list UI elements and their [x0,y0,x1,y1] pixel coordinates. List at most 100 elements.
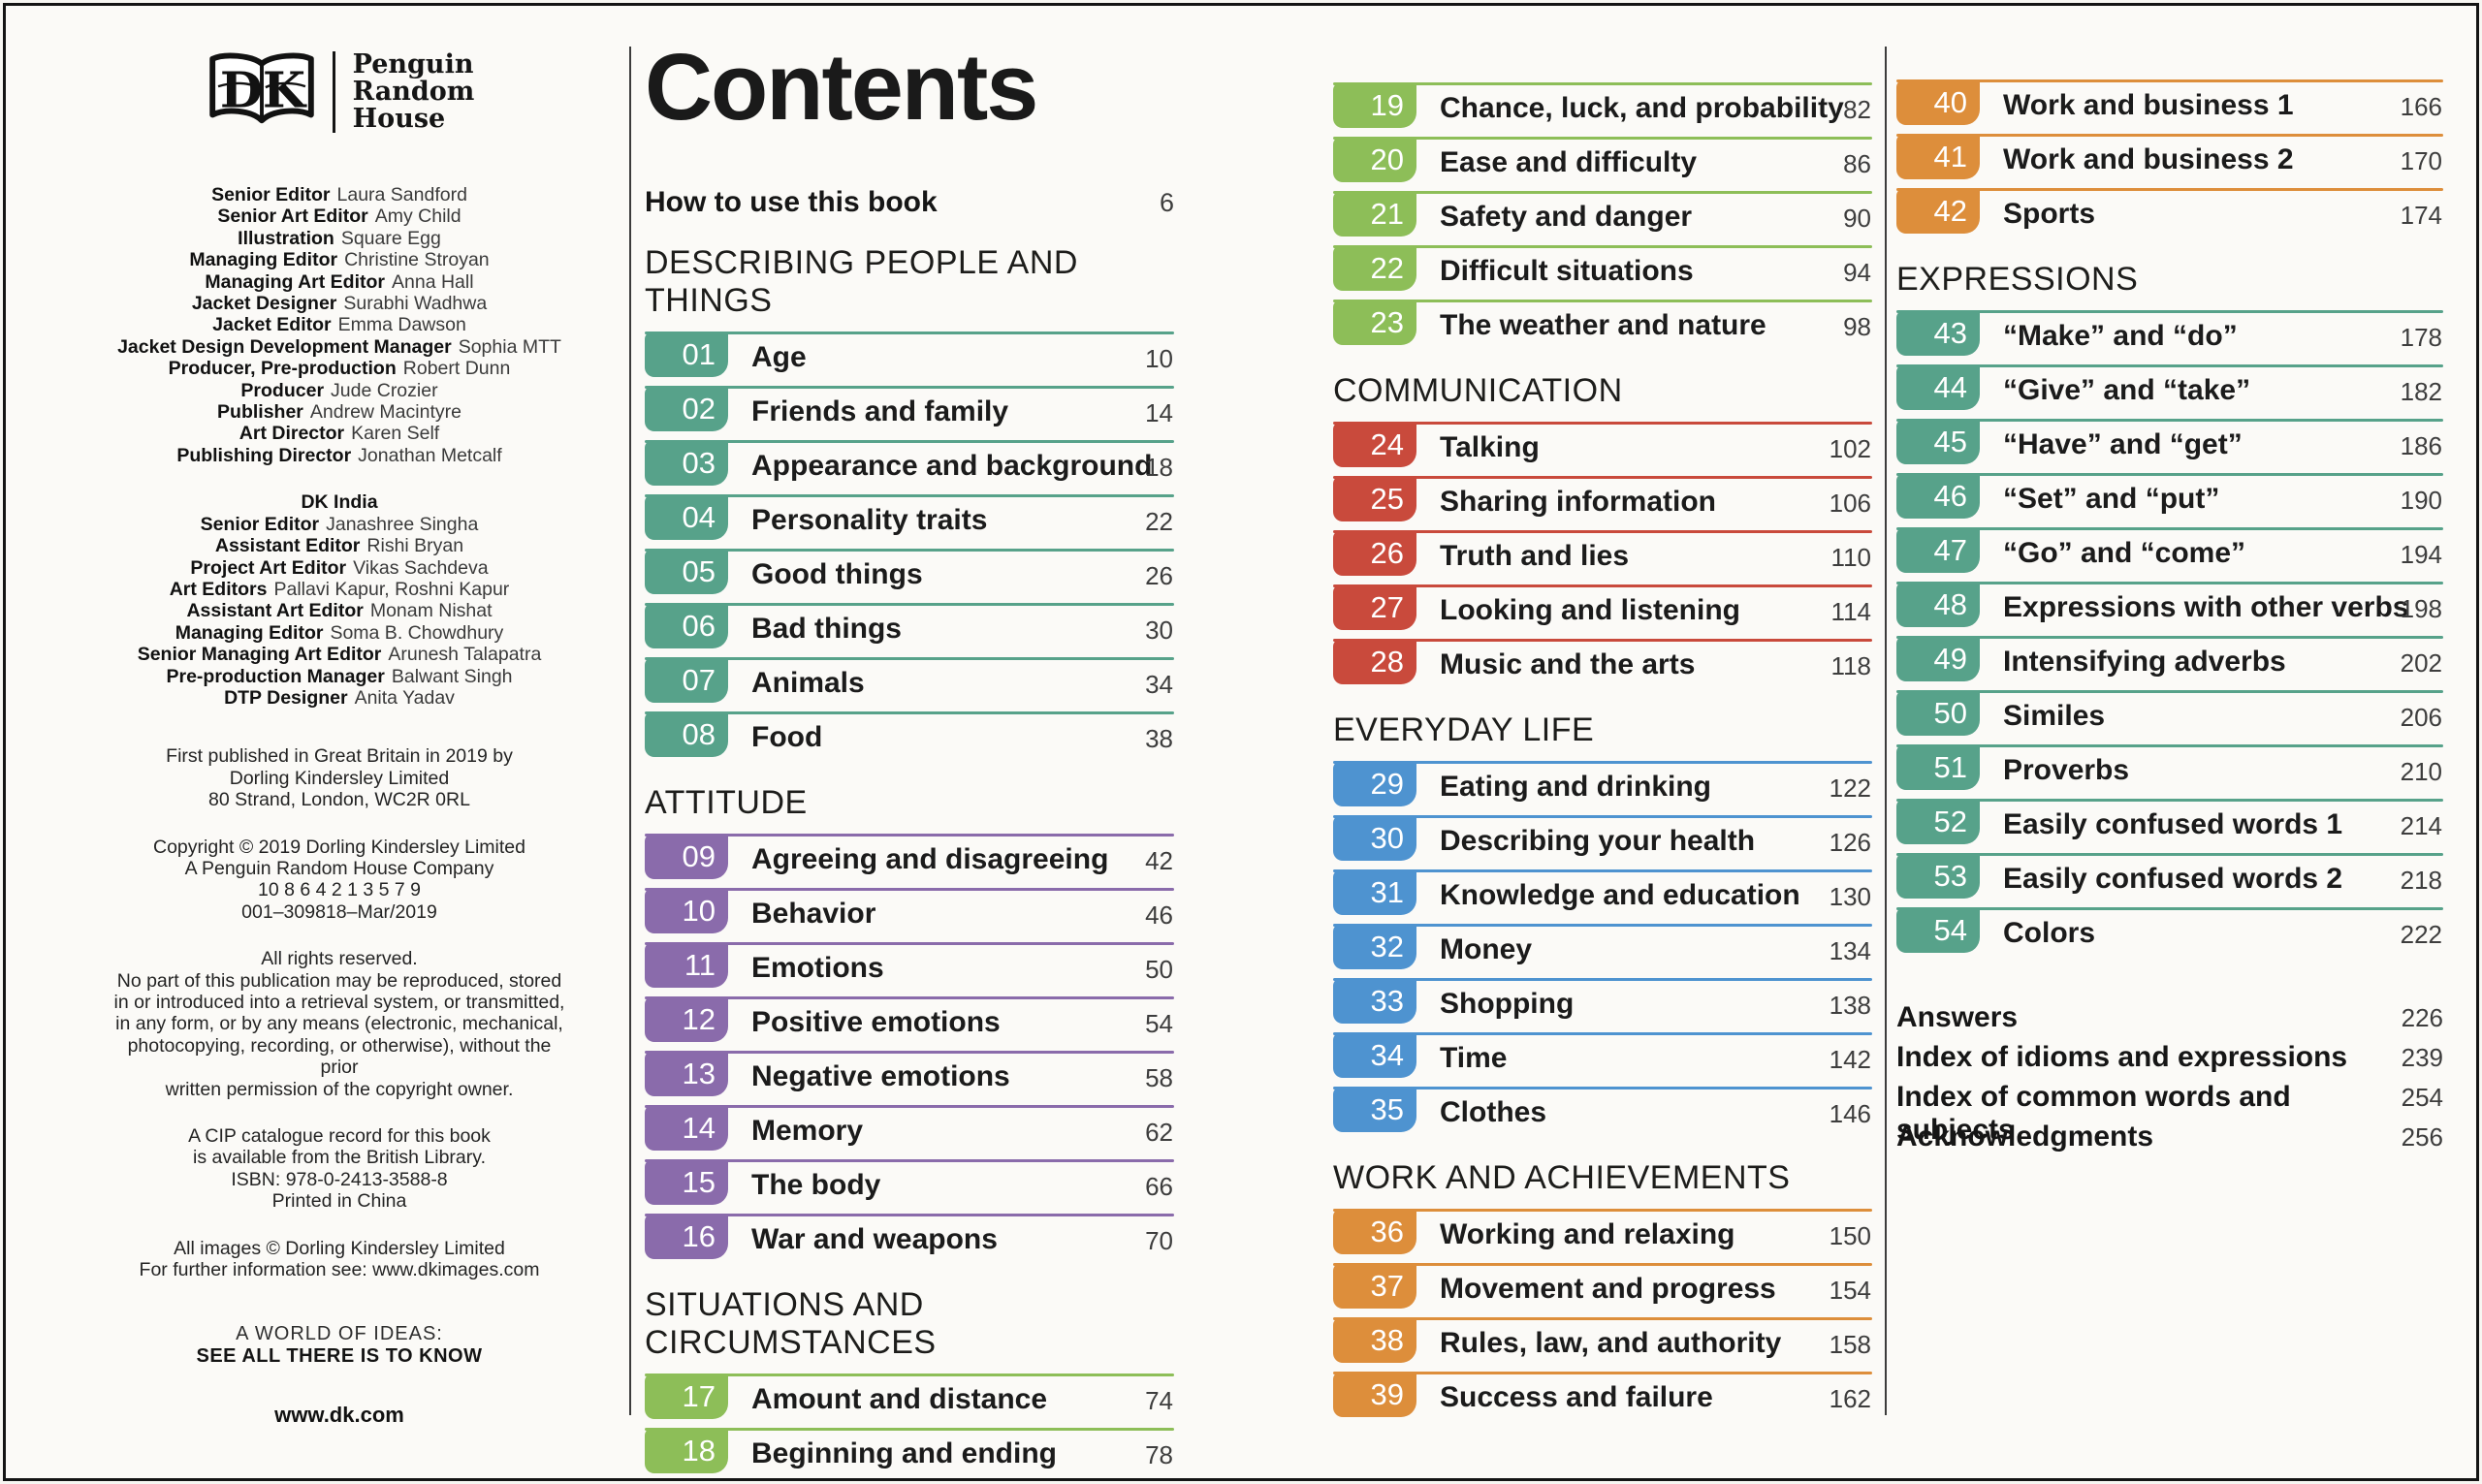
toc-row: 26 Truth and lies 110 [1333,530,1872,578]
credit-role-label: Assistant Art Editor [186,600,364,622]
credit-line: Assistant Editor Rishi Bryan [107,535,572,556]
chapter-rule [1333,300,1872,302]
chapter-title: War and weapons [751,1223,998,1255]
credit-role-label: Senior Managing Art Editor [137,644,382,666]
chapter-rule [1333,1209,1872,1212]
page-frame [3,3,2479,1481]
chapter-title: Emotions [751,952,884,984]
toc-row: 36 Working and relaxing 150 [1333,1209,1872,1256]
chapter-number-tab: 28 [1333,639,1416,684]
chapter-title: Food [751,721,823,753]
chapter-page-number: 10 [1145,344,1173,373]
chapter-page-number: 158 [1829,1330,1871,1359]
chapter-title: Appearance and background [751,450,1153,482]
chapter-title: Eating and drinking [1440,771,1712,803]
chapter-rule [1896,853,2443,856]
credit-person-name: Jude Crozier [331,379,438,401]
chapter-number-tab: 51 [1896,744,1980,790]
chapter-rule [1333,639,1872,642]
chapter-title: Knowledge and education [1440,879,1800,911]
chapter-title: The body [751,1169,881,1201]
chapter-page-number: 86 [1843,149,1871,178]
chapter-title: Difficult situations [1440,255,1694,287]
end-matter-page-number: 226 [2401,1003,2443,1032]
toc-row: 31 Knowledge and education 130 [1333,869,1872,917]
chapter-title: “Give” and “take” [2003,374,2251,406]
credits-column: DK Penguin Random House Senior Editor Lau… [107,50,572,1428]
toc-row: 15 The body 66 [645,1159,1174,1207]
credit-line: Managing Editor Soma B. Chowdhury [107,622,572,644]
credit-line: Publisher Andrew Macintyre [107,401,572,423]
toc-row: 25 Sharing information 106 [1333,476,1872,523]
chapter-title: Proverbs [2003,754,2130,786]
chapter-title: Ease and difficulty [1440,146,1698,178]
chapter-rule [645,386,1174,389]
section-header: COMMUNICATION [1333,372,1623,409]
credit-line: Project Art Editor Vikas Sachdeva [107,557,572,579]
dk-logo-text: DK [220,61,307,119]
credit-role-label: Publishing Director [176,444,352,466]
chapter-rule [1896,364,2443,367]
chapter-number-tab: 24 [1333,422,1416,467]
dk-website-url: www.dk.com [274,1403,404,1428]
chapter-rule [1333,924,1872,927]
chapter-page-number: 214 [2400,811,2442,840]
toc-row: 19 Chance, luck, and probability 82 [1333,82,1872,130]
toc-row: 11 Emotions 50 [645,942,1174,990]
credits-list-india: Senior Editor Janashree Singha Assistant E… [107,514,572,710]
end-matter-page-number: 254 [2401,1083,2443,1112]
chapter-title: Work and business 1 [2003,89,2294,121]
chapter-page-number: 22 [1145,507,1173,536]
chapter-number-tab: 37 [1333,1263,1416,1309]
toc-row: 18 Beginning and ending 78 [645,1428,1174,1475]
chapter-page-number: 154 [1829,1276,1871,1305]
credit-person-name: Janashree Singha [326,513,479,535]
toc-row: 32 Money 134 [1333,924,1872,971]
chapter-rule [1896,134,2443,137]
chapter-title: Personality traits [751,504,988,536]
chapter-rule [645,1214,1174,1216]
chapter-title: “Make” and “do” [2003,320,2238,352]
credit-line: Jacket Editor Emma Dawson [107,314,572,335]
chapter-number-tab: 52 [1896,799,1980,844]
toc-row: 30 Describing your health 126 [1333,815,1872,863]
chapter-number-tab: 30 [1333,815,1416,861]
toc-row: 53 Easily confused words 2 218 [1896,853,2443,900]
toc-row: 40 Work and business 1 166 [1896,79,2443,127]
credit-role-label: Producer [240,379,325,401]
chapter-number-tab: 15 [645,1159,728,1205]
chapter-rule [1333,761,1872,764]
credit-role-label: Jacket Designer [191,293,337,315]
chapter-page-number: 102 [1829,434,1871,463]
credit-person-name: Vikas Sachdeva [353,556,489,579]
chapter-rule [1333,137,1872,140]
chapter-page-number: 126 [1829,828,1871,857]
how-to-use-label: How to use this book [645,186,938,218]
credit-person-name: Amy Child [374,205,461,228]
chapter-number-tab: 17 [645,1373,728,1419]
credit-role-label: Senior Art Editor [217,205,368,228]
rights-paragraph: All rights reserved. No part of this pub… [113,948,565,1100]
toc-row: 17 Amount and distance 74 [645,1373,1174,1421]
toc-row: 37 Movement and progress 154 [1333,1263,1872,1310]
chapter-page-number: 14 [1145,398,1173,427]
credit-role-label: Pre-production Manager [166,665,385,687]
chapter-number-tab: 40 [1896,79,1980,125]
credit-line: Illustration Square Egg [107,228,572,249]
credit-line: Producer, Pre-production Robert Dunn [107,358,572,379]
chapter-title: Easily confused words 2 [2003,863,2343,895]
chapter-number-tab: 35 [1333,1087,1416,1132]
chapter-number-tab: 12 [645,996,728,1042]
toc-row: 22 Difficult situations 94 [1333,245,1872,293]
column-divider-left [629,47,631,1415]
chapter-page-number: 162 [1829,1384,1871,1413]
chapter-title: Animals [751,667,865,699]
chapter-number-tab: 20 [1333,137,1416,182]
end-matter-row: Index of idioms and expressions 239 [1896,1041,2443,1075]
chapter-number-tab: 26 [1333,530,1416,576]
chapter-page-number: 202 [2400,648,2442,678]
toc-row: 06 Bad things 30 [645,603,1174,650]
chapter-page-number: 182 [2400,377,2442,406]
credit-line: Senior Editor Laura Sandford [107,184,572,205]
chapter-number-tab: 19 [1333,82,1416,128]
